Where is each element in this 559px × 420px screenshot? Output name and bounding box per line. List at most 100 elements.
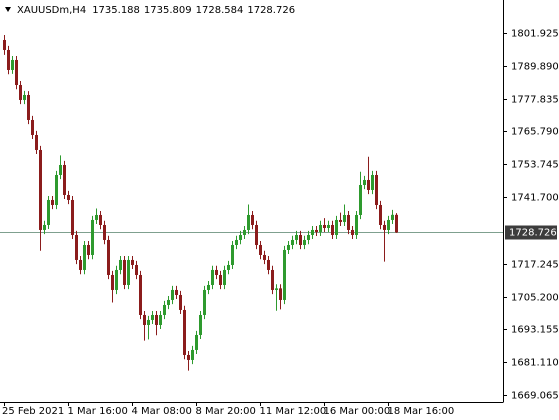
candle-body bbox=[71, 199, 74, 235]
candle-body bbox=[47, 199, 50, 225]
candle-body bbox=[175, 289, 178, 295]
candle-body bbox=[155, 314, 158, 325]
candle-body bbox=[83, 244, 86, 270]
candle-body bbox=[255, 224, 258, 245]
candle-body bbox=[203, 289, 206, 315]
candle-body bbox=[275, 288, 278, 290]
candle-body bbox=[219, 274, 222, 285]
candle-body bbox=[223, 269, 226, 285]
x-tick-label: 25 Feb 2021 bbox=[2, 406, 64, 417]
candle-body bbox=[231, 244, 234, 265]
header-low: 1728.584 bbox=[196, 5, 244, 16]
candle-body bbox=[343, 214, 346, 222]
candle-body bbox=[19, 84, 22, 100]
candle-body bbox=[59, 164, 62, 175]
candle-body bbox=[111, 274, 114, 290]
candle-body bbox=[63, 164, 66, 195]
candle-body bbox=[335, 219, 338, 235]
candle-body bbox=[199, 314, 202, 335]
candle-body bbox=[395, 214, 398, 233]
candle-body bbox=[359, 184, 362, 215]
candle-body bbox=[235, 239, 238, 245]
candle-body bbox=[295, 234, 298, 240]
candle-body bbox=[387, 219, 390, 230]
symbol: XAUUSDm,H4 bbox=[17, 5, 86, 16]
candle-body bbox=[87, 244, 90, 255]
candle-body bbox=[247, 214, 250, 230]
candle-body bbox=[163, 304, 166, 315]
candle-body bbox=[151, 314, 154, 320]
y-tick-label: 1681.110 bbox=[511, 358, 559, 369]
y-tick-label: 1777.835 bbox=[511, 95, 559, 106]
candle-body bbox=[307, 234, 310, 240]
candle-body bbox=[27, 94, 30, 120]
y-tick-label: 1801.925 bbox=[511, 29, 559, 40]
candle-body bbox=[43, 224, 46, 230]
header-high: 1735.809 bbox=[144, 5, 192, 16]
candle-body bbox=[227, 264, 230, 270]
candle-body bbox=[371, 174, 374, 190]
candle-body bbox=[7, 49, 10, 70]
x-tick-label: 11 Mar 12:00 bbox=[260, 406, 327, 417]
candle-body bbox=[379, 204, 382, 225]
x-tick-label: 1 Mar 16:00 bbox=[68, 406, 128, 417]
candle-body bbox=[279, 288, 282, 300]
candle-body bbox=[319, 224, 322, 232]
candle-body bbox=[31, 119, 34, 135]
x-tick-label: 8 Mar 20:00 bbox=[196, 406, 256, 417]
candle-body bbox=[355, 214, 358, 235]
price-label-box bbox=[505, 225, 557, 240]
candle-body bbox=[351, 229, 354, 235]
candle-body bbox=[147, 319, 150, 325]
candle-body bbox=[303, 239, 306, 245]
candle-body bbox=[287, 244, 290, 250]
candle-body bbox=[383, 224, 386, 230]
menu-triangle[interactable] bbox=[5, 7, 11, 12]
x-tick-label: 16 Mar 00:00 bbox=[324, 406, 391, 417]
y-tick-label: 1789.890 bbox=[511, 62, 559, 73]
candle-body bbox=[251, 214, 254, 225]
candle-body bbox=[131, 259, 134, 265]
candle-body bbox=[239, 234, 242, 240]
candle-body bbox=[23, 94, 26, 100]
candle-body bbox=[167, 299, 170, 305]
y-tick-label: 1693.155 bbox=[511, 325, 559, 336]
candle-body bbox=[347, 214, 350, 230]
y-tick-label: 1717.245 bbox=[511, 260, 559, 271]
candle-body bbox=[55, 174, 58, 205]
candle-body bbox=[211, 269, 214, 285]
candle-body bbox=[139, 274, 142, 315]
candle-body bbox=[283, 249, 286, 300]
candle-body bbox=[363, 179, 366, 185]
candle-body bbox=[51, 199, 54, 205]
price-label: 1728.726 bbox=[509, 228, 557, 239]
candle-body bbox=[119, 259, 122, 270]
candle-body bbox=[331, 224, 334, 235]
candle-body bbox=[291, 239, 294, 245]
candle-body bbox=[391, 214, 394, 220]
candle-body bbox=[323, 224, 326, 228]
y-tick-label: 1753.745 bbox=[511, 160, 559, 171]
candle-body bbox=[35, 134, 38, 150]
header-close: 1728.726 bbox=[247, 5, 295, 16]
candle-body bbox=[299, 234, 302, 245]
y-tick-label: 1669.065 bbox=[511, 391, 559, 402]
candle-body bbox=[143, 314, 146, 325]
x-tick-label: 4 Mar 08:00 bbox=[132, 406, 192, 417]
candle-body bbox=[91, 219, 94, 255]
candle-body bbox=[107, 239, 110, 275]
candle-body bbox=[315, 229, 318, 232]
candle-body bbox=[367, 179, 370, 190]
header-open: 1735.188 bbox=[92, 5, 140, 16]
candle-body bbox=[115, 269, 118, 290]
candle-body bbox=[243, 229, 246, 235]
candle-body bbox=[183, 309, 186, 355]
candle-body bbox=[39, 149, 42, 230]
x-tick-label: 18 Mar 16:00 bbox=[388, 406, 455, 417]
candle-body bbox=[127, 259, 130, 285]
candle-body bbox=[263, 254, 266, 260]
candle-body bbox=[3, 39, 6, 50]
candle-body bbox=[179, 294, 182, 310]
